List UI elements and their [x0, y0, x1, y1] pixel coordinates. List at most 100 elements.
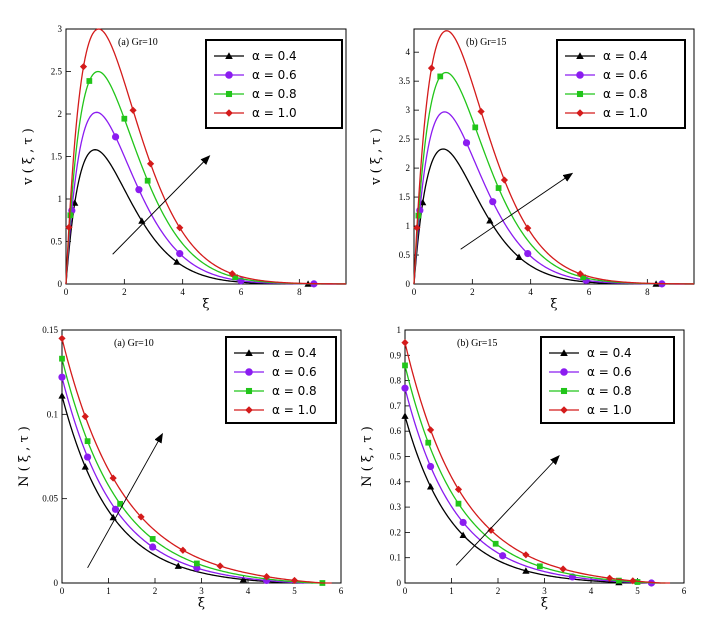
square-marker: [84, 438, 91, 445]
legend-label: α = 0.8: [587, 384, 632, 398]
y-axis-label: N ( ξ , τ ): [360, 426, 375, 487]
x-tick-label: 2: [153, 586, 158, 596]
legend-label: α = 0.8: [603, 87, 648, 101]
chart-panel-1: 0 2 4 6 8 0 0.5 1 1.5 2 2.5 3 ξ v ( ξ , τ ) (a) Gr=10 α…: [21, 24, 347, 312]
triangle-marker: [239, 575, 247, 583]
diamond-marker: [81, 412, 89, 421]
x-tick-label: 8: [297, 287, 302, 297]
triangle-marker: [58, 392, 66, 399]
triangle-marker: [245, 349, 253, 357]
circle-marker: [83, 453, 92, 461]
legend-label: α = 0.4: [272, 346, 317, 360]
series-line-alpha-0-4: [413, 148, 694, 285]
triangle-marker: [576, 52, 584, 60]
circle-marker: [225, 71, 233, 79]
square-marker: [437, 73, 444, 80]
x-tick-label: 6: [682, 586, 687, 596]
series-markers: [419, 198, 660, 287]
trend-arrow: [455, 455, 560, 566]
diamond-marker: [245, 406, 253, 414]
square-marker: [536, 563, 543, 570]
x-tick-label: 0: [403, 586, 408, 596]
panel-title: (a) Gr=10: [114, 338, 154, 349]
x-tick-label: 5: [635, 586, 640, 596]
legend-label: α = 0.8: [272, 384, 317, 398]
diamond-marker: [216, 562, 224, 570]
triangle-marker: [173, 258, 181, 265]
series-markers: [415, 73, 587, 281]
diamond-marker: [606, 574, 614, 582]
y-tick-label: 0.7: [390, 401, 402, 411]
panel-title: (b) Gr=15: [466, 37, 506, 48]
series-markers: [413, 64, 584, 278]
y-tick-label: 0.2: [390, 527, 401, 537]
circle-marker: [499, 552, 507, 560]
y-tick-label: 3: [406, 105, 411, 115]
legend-label: α = 0.4: [603, 49, 648, 63]
y-tick-label: 2.5: [399, 134, 411, 144]
x-tick-label: 1: [449, 586, 454, 596]
square-marker: [225, 90, 233, 98]
legend-label: α = 1.0: [272, 403, 317, 417]
diamond-marker: [576, 270, 584, 278]
diamond-marker: [228, 270, 236, 278]
square-marker: [472, 124, 479, 131]
series-markers: [71, 199, 312, 287]
legend-label: α = 1.0: [587, 403, 632, 417]
diamond-marker: [427, 64, 436, 72]
diamond-marker: [179, 546, 187, 554]
diamond-marker: [629, 577, 637, 585]
series-line-alpha-1-0: [61, 338, 332, 584]
chart-panel-4: 0 1 2 3 4 5 6 0 0.1 0.2 0.3 0.4 0.5 0.6 0.7 0.8 0.9 1 ξ N (…: [360, 325, 687, 611]
x-tick-label: 2: [470, 287, 475, 297]
square-marker: [402, 362, 408, 369]
series-markers: [401, 384, 656, 587]
x-axis-label: ξ: [202, 297, 209, 312]
square-marker: [425, 439, 432, 446]
y-tick-label: 3: [58, 24, 63, 34]
circle-marker: [176, 250, 184, 258]
x-tick-label: 1: [106, 586, 111, 596]
trend-arrow: [460, 172, 574, 250]
x-axis-label: ξ: [541, 596, 548, 611]
x-tick-label: 6: [339, 586, 344, 596]
diamond-marker: [290, 576, 299, 585]
diamond-marker: [137, 513, 145, 521]
diamond-marker: [500, 176, 509, 184]
trend-arrow: [87, 432, 163, 569]
y-tick-label: 1.5: [399, 192, 411, 202]
y-tick-label: 0.3: [390, 502, 402, 512]
circle-marker: [111, 133, 120, 141]
square-marker: [576, 90, 584, 98]
series-markers: [58, 392, 247, 583]
legend-box: [225, 336, 337, 424]
x-tick-label: 2: [122, 287, 127, 297]
series-markers: [401, 339, 637, 585]
y-axis-label: v ( ξ , τ ): [369, 128, 384, 186]
circle-marker: [489, 198, 497, 206]
y-tick-label: 0.1: [47, 409, 58, 419]
diamond-marker: [401, 339, 409, 347]
y-tick-label: 0.8: [390, 376, 402, 386]
triangle-marker: [486, 216, 494, 224]
square-marker: [495, 185, 502, 191]
square-marker: [67, 212, 74, 219]
square-marker: [580, 274, 587, 281]
plot-frame: [413, 28, 695, 285]
diamond-marker: [263, 573, 271, 581]
square-marker: [634, 579, 641, 585]
y-tick-label: 2.5: [51, 67, 63, 77]
series-markers: [58, 334, 299, 585]
series-markers: [416, 139, 666, 288]
diamond-marker: [487, 526, 495, 534]
panel-title: (b) Gr=15: [457, 338, 497, 349]
series-markers: [401, 412, 623, 586]
panel-title: (a) Gr=10: [118, 37, 158, 48]
y-axis-label: N ( ξ , τ ): [17, 426, 32, 487]
diamond-marker: [559, 565, 567, 573]
y-tick-label: 1: [406, 221, 411, 231]
diamond-marker: [576, 109, 584, 117]
y-tick-label: 0: [397, 578, 402, 588]
circle-marker: [560, 368, 568, 376]
